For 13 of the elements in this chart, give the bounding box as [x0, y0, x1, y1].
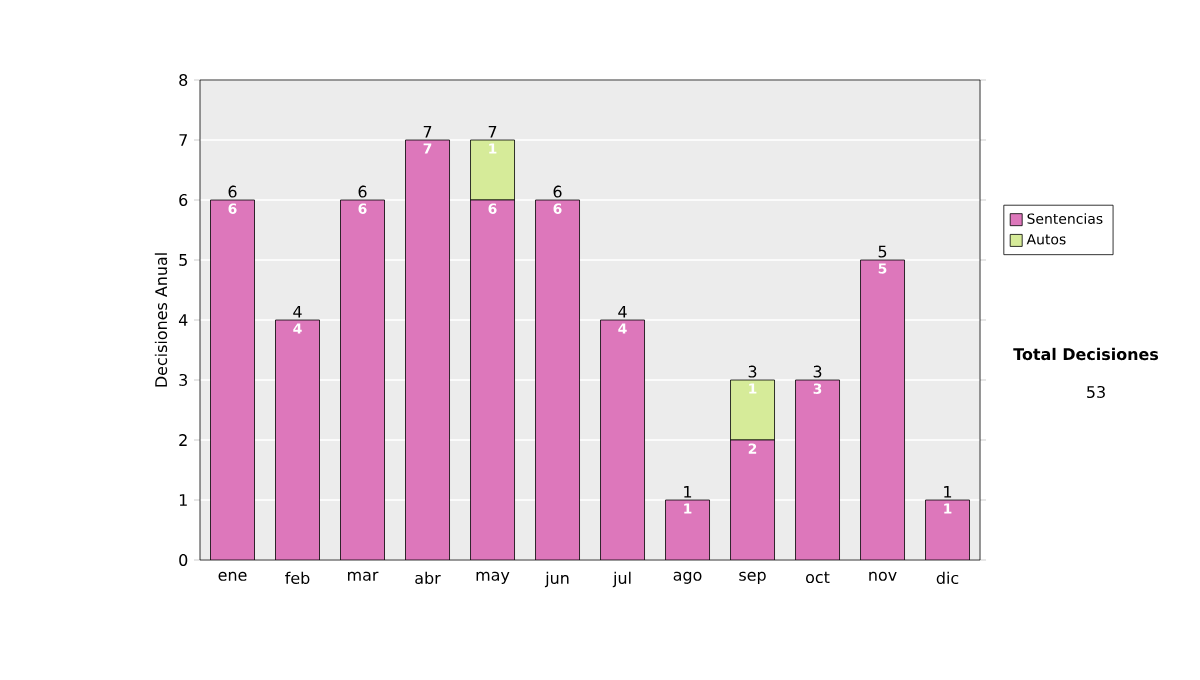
bar: [210, 200, 255, 560]
bar: [405, 140, 450, 560]
bar: [860, 260, 905, 560]
bar: [535, 200, 580, 560]
bar: [275, 320, 320, 560]
bar: [925, 499, 970, 560]
bar: [340, 200, 385, 560]
bar: [600, 320, 645, 560]
bar: [470, 200, 515, 560]
bar: [730, 440, 775, 560]
bar: [730, 379, 775, 441]
bar: [665, 500, 710, 560]
bar: [795, 380, 840, 560]
